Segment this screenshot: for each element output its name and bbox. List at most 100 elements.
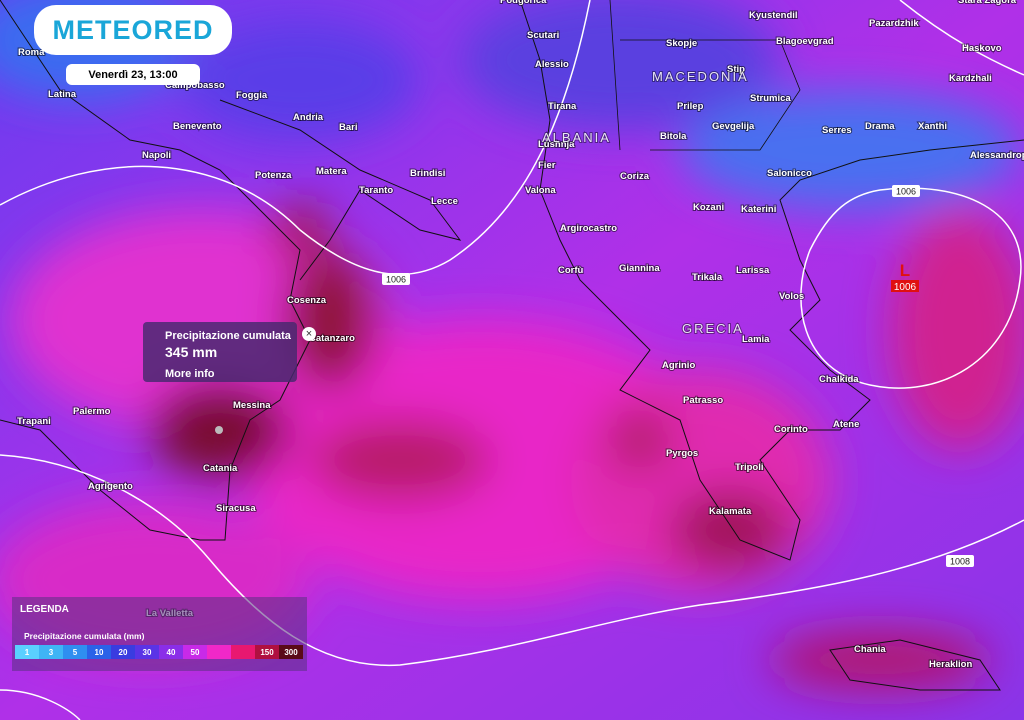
city-label: Scutari <box>527 30 559 41</box>
city-label: Fier <box>538 160 556 171</box>
city-label: Roma <box>18 47 45 58</box>
city-label: Serres <box>822 125 852 136</box>
city-label: Valona <box>525 185 556 196</box>
city-label: Chania <box>854 644 886 655</box>
city-label: Tirana <box>548 101 577 112</box>
city-label: Alessio <box>535 59 569 70</box>
city-label: Andria <box>293 112 324 123</box>
country-label: GRECIA <box>682 321 744 336</box>
city-label: Catania <box>203 463 238 474</box>
legend-cell: 30 <box>135 645 159 659</box>
city-label: Blagoevgrad <box>776 36 834 47</box>
city-label: Napoli <box>142 150 171 161</box>
city-label: Latina <box>48 89 77 100</box>
legend-cell: 1 <box>15 645 39 659</box>
city-label: Chalkida <box>819 374 859 385</box>
city-label: Podgorica <box>500 0 547 6</box>
legend-title: LEGENDA <box>20 604 69 615</box>
legend-cell: 40 <box>159 645 183 659</box>
close-button[interactable]: × <box>302 327 316 341</box>
city-label: Stara Zagora <box>958 0 1017 6</box>
country-label: ALBANIA <box>542 130 611 145</box>
city-label: Giannina <box>619 263 660 274</box>
city-label: Siracusa <box>216 503 256 514</box>
city-label: Cosenza <box>287 295 327 306</box>
low-pressure-value: 1006 <box>894 282 917 293</box>
city-label: Corinto <box>774 424 808 435</box>
city-label: Coriza <box>620 171 650 182</box>
city-label: Agrigento <box>88 481 133 492</box>
city-label: Atene <box>833 419 859 430</box>
city-label: Prilep <box>677 101 704 112</box>
city-label: Kalamata <box>709 506 752 517</box>
legend-cell: 5 <box>63 645 87 659</box>
legend-scale: 1 3 5 10 20 30 40 50 150 300 <box>15 645 303 659</box>
city-label: Trikala <box>692 272 723 283</box>
city-label: Kyustendil <box>749 10 798 21</box>
country-label: MACEDONIA <box>652 69 749 84</box>
city-label: Lushnja <box>538 139 575 150</box>
legend-cell: 3 <box>39 645 63 659</box>
legend-cell: 10 <box>87 645 111 659</box>
city-label: Kardzhali <box>949 73 992 84</box>
legend-cell: 300 <box>279 645 303 659</box>
city-label: Larissa <box>736 265 770 276</box>
city-label: Skopje <box>666 38 697 49</box>
city-label: Messina <box>233 400 271 411</box>
city-label: Brindisi <box>410 168 445 179</box>
date-label: Venerdì 23, 13:00 <box>66 64 200 85</box>
popup-value: 345 mm <box>165 344 218 360</box>
city-label: Foggia <box>236 90 268 101</box>
city-label: Bari <box>339 122 357 133</box>
low-pressure-symbol: L <box>900 261 910 280</box>
city-label: Kozani <box>693 202 724 213</box>
city-label: Bitola <box>660 131 687 142</box>
city-label: Xanthi <box>918 121 947 132</box>
location-pin <box>215 426 223 434</box>
city-label: Tripoli <box>735 462 764 473</box>
legend-cell: 20 <box>111 645 135 659</box>
city-label: Stip <box>727 64 745 75</box>
isobar-label: 1006 <box>896 187 916 197</box>
logo[interactable]: METEORED <box>34 5 232 55</box>
legend-cell <box>231 645 255 659</box>
city-label: Heraklion <box>929 659 972 670</box>
city-label: Salonicco <box>767 168 812 179</box>
city-label: Trapani <box>17 416 51 427</box>
isobar-label-bg <box>382 273 410 285</box>
city-label: Pyrgos <box>666 448 698 459</box>
isobar-label-bg <box>892 185 920 197</box>
city-label: Gevgelija <box>712 121 755 132</box>
city-label: Strumica <box>750 93 791 104</box>
city-label: Patrasso <box>683 395 723 406</box>
city-label: Lecce <box>431 196 458 207</box>
city-label: Pazardzhik <box>869 18 919 29</box>
city-label: Alessandropoli <box>970 150 1024 161</box>
legend-cell <box>207 645 231 659</box>
city-label: Potenza <box>255 170 292 181</box>
city-label: Argirocastro <box>560 223 617 234</box>
legend-subtitle: Precipitazione cumulata (mm) <box>24 631 145 641</box>
city-label: Volos <box>779 291 804 302</box>
more-info-link[interactable]: More info <box>165 368 215 380</box>
city-label: Benevento <box>173 121 222 132</box>
city-label: Lamia <box>742 334 770 345</box>
isobar-label: 1008 <box>950 557 970 567</box>
city-label: Corfù <box>558 265 584 276</box>
city-label: Haskovo <box>962 43 1002 54</box>
popup-title: Precipitazione cumulata <box>165 330 291 342</box>
city-label: Agrinio <box>662 360 695 371</box>
city-label: Catanzaro <box>309 333 355 344</box>
legend-cell: 150 <box>255 645 279 659</box>
city-label: Palermo <box>73 406 111 417</box>
isobar-label-bg <box>946 555 974 567</box>
city-label: Matera <box>316 166 347 177</box>
legend-cell: 50 <box>183 645 207 659</box>
city-label: Drama <box>865 121 895 132</box>
city-label: Katerini <box>741 204 776 215</box>
info-popup: Precipitazione cumulata 345 mm More info <box>143 322 297 382</box>
low-pressure-bg <box>891 280 919 292</box>
isobar-label: 1006 <box>386 275 406 285</box>
